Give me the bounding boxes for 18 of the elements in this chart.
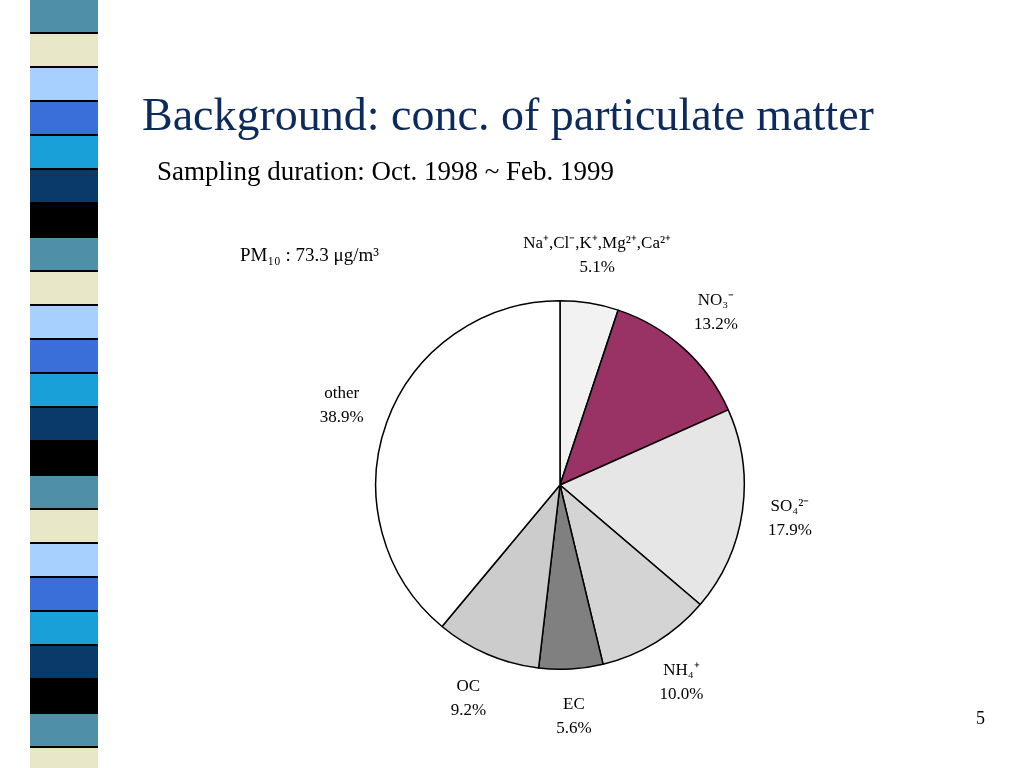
data-label: 13.2%	[693, 314, 738, 334]
slice-label: EC	[563, 694, 585, 714]
slice-label: NH₄⁺	[663, 660, 700, 680]
chart-title: Background: conc. of particulate matter	[142, 88, 874, 141]
data-label: 5.1%	[579, 257, 615, 277]
slice-label: SO₄²⁻	[770, 495, 810, 515]
slice-label: Na⁺,Cl⁻,K⁺,Mg²⁺,Ca²⁺	[523, 233, 672, 253]
slice-label: other	[324, 383, 360, 403]
data-label: 9.2%	[450, 699, 487, 719]
text: 5	[976, 708, 985, 729]
slice-label: NO₃⁻	[697, 290, 735, 310]
data-label: 17.9%	[767, 519, 812, 539]
slice-label: OC	[456, 675, 481, 695]
data-label: 10.0%	[659, 684, 704, 704]
text: PM₁₀ : 73.3 μg/m³	[240, 244, 379, 266]
data-label: 38.9%	[319, 407, 364, 427]
data-label: 5.6%	[556, 718, 592, 738]
chart-subtitle: Sampling duration: Oct. 1998 ~ Feb. 1999	[157, 156, 615, 187]
